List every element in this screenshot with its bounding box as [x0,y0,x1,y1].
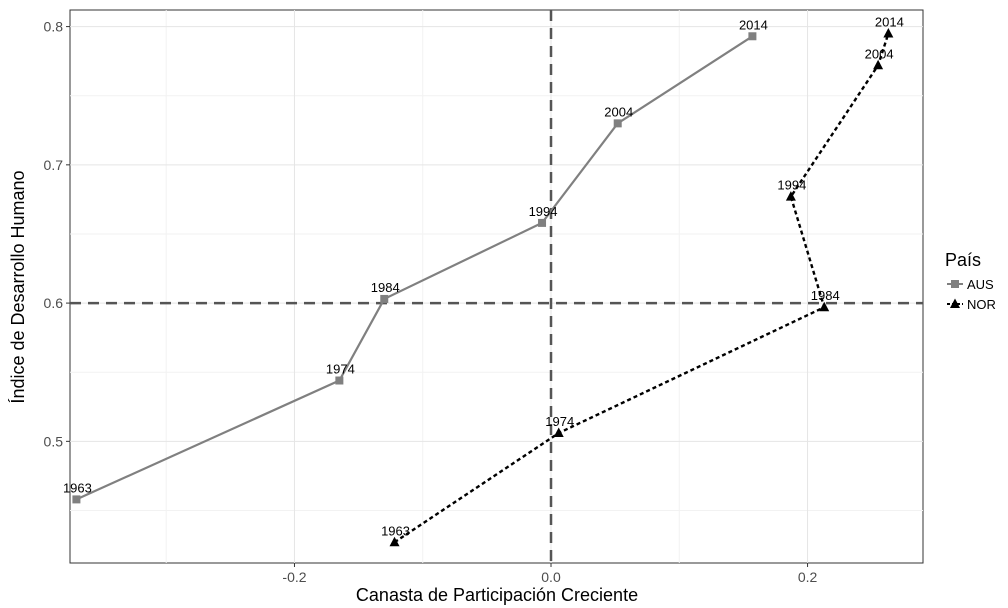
y-tick-label: 0.6 [44,295,64,311]
plot-panel [69,9,924,564]
axis-ticks: -0.2 0.0 0.2 0.5 0.6 0.7 0.8 [44,19,818,585]
data-point-aus [335,376,344,385]
data-label-aus: 1984 [371,280,400,295]
data-label-aus: 2014 [739,17,768,32]
legend: País AUS NOR [945,250,996,312]
legend-label-aus: AUS [967,277,994,292]
y-tick-label: 0.5 [44,433,64,449]
data-point-nor [883,28,894,38]
legend-item-nor: NOR [947,297,996,312]
legend-marker-nor [950,298,960,308]
legend-title: País [945,250,981,270]
legend-item-aus: AUS [947,277,994,292]
x-tick-label: -0.2 [282,569,306,585]
data-label-nor: 1994 [777,178,806,193]
y-tick-label: 0.8 [44,19,64,35]
data-label-nor: 1984 [811,288,840,303]
legend-marker-aus [951,280,959,288]
data-point-aus [613,119,622,128]
data-point-nor [873,59,884,70]
legend-label-nor: NOR [967,297,996,312]
series-aus: 1963 1974 1984 1994 2004 2014 [63,17,768,504]
data-point-nor [553,427,564,438]
data-point-aus [538,218,547,227]
data-point-nor [389,536,400,547]
series-nor: 1963 1974 1984 1994 2004 2014 [381,15,904,547]
data-point-aus [72,495,81,504]
legend-items: AUS NOR [947,277,996,312]
data-label-nor: 2014 [875,15,904,30]
data-point-nor [785,191,796,201]
data-label-aus: 2004 [604,104,633,119]
data-label-aus: 1963 [63,480,92,495]
series-line-nor [393,33,890,544]
reference-lines [70,10,923,563]
data-point-aus [748,32,757,41]
data-label-nor: 2004 [865,46,894,61]
data-label-aus: 1974 [326,362,355,377]
x-tick-label: 0.2 [798,569,818,585]
data-label-nor: 1974 [545,414,574,429]
series-layer: 1963 1974 1984 1994 2004 2014 1963 1974 1984 1994… [63,15,904,547]
y-axis-title: Índice de Desarrollo Humano [8,170,28,403]
data-point-nor [819,301,830,312]
series-line-aus [75,35,753,501]
data-point-aus [380,294,389,303]
grid-lines [70,10,923,563]
y-tick-label: 0.7 [44,157,64,173]
x-axis-title: Canasta de Participación Creciente [356,585,638,605]
x-tick-label: 0.0 [541,569,561,585]
data-label-aus: 1994 [529,204,558,219]
data-label-nor: 1963 [381,523,410,538]
